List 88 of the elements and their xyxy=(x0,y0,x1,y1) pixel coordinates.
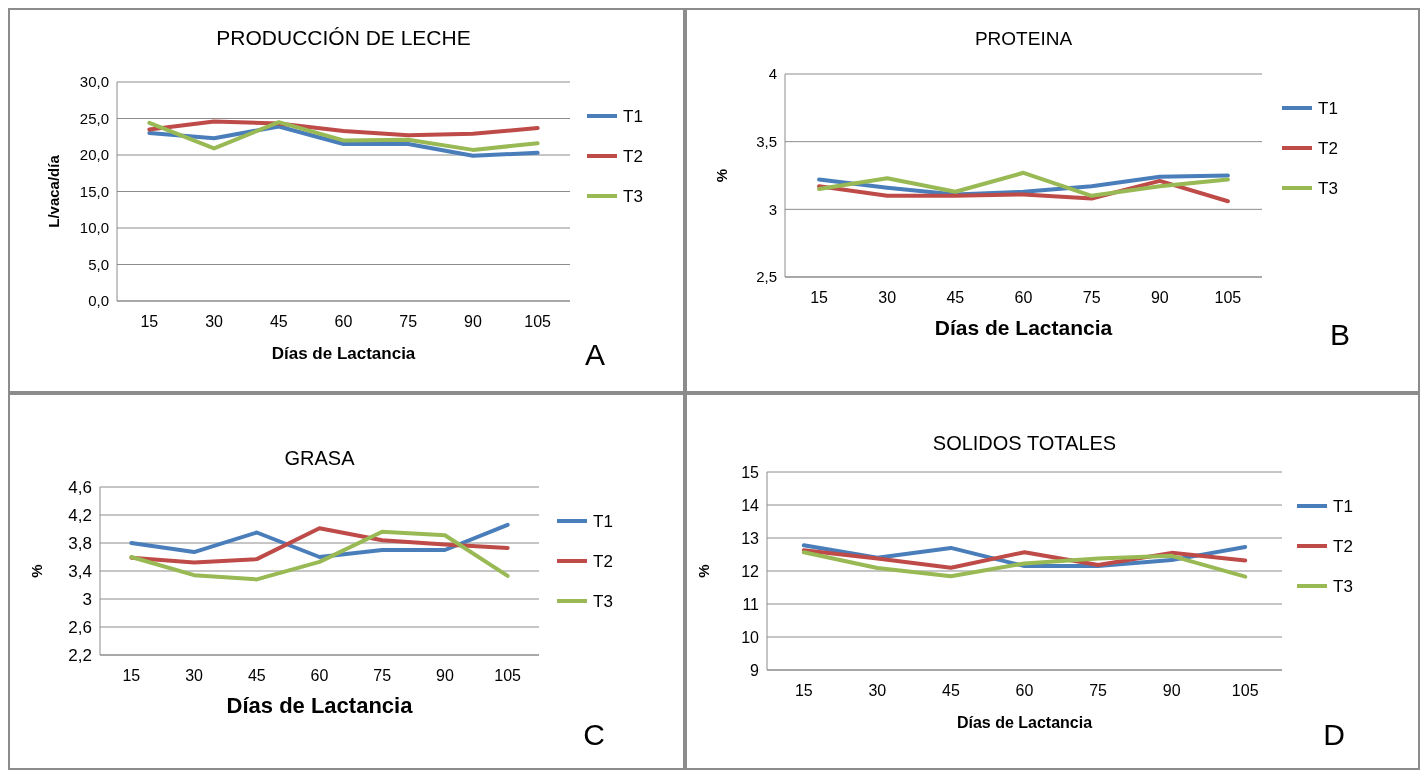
legend-label: T1 xyxy=(593,511,613,531)
x-tick-label: 105 xyxy=(494,667,522,684)
y-axis-title: L/vaca/día xyxy=(45,154,62,228)
y-tick-label: 3,8 xyxy=(68,533,92,553)
y-tick-label: 14 xyxy=(741,496,760,514)
y-tick-label: 30,0 xyxy=(79,73,109,91)
x-tick-label: 90 xyxy=(464,313,482,330)
x-axis-title: Días de Lactancia xyxy=(934,316,1113,339)
chart-title: PRODUCCIÓN DE LECHE xyxy=(216,26,471,49)
x-tick-label: 15 xyxy=(140,313,159,330)
legend-label: T2 xyxy=(1318,138,1338,158)
chart-title: GRASA xyxy=(284,447,356,469)
y-tick-label: 4 xyxy=(768,65,777,83)
legend-label: T2 xyxy=(1333,536,1353,556)
legend-label: T2 xyxy=(623,146,643,166)
x-tick-label: 60 xyxy=(1014,289,1033,306)
y-tick-label: 25,0 xyxy=(79,109,109,127)
x-tick-label: 30 xyxy=(185,667,204,684)
x-tick-label: 45 xyxy=(942,682,960,699)
line-series xyxy=(801,550,1248,579)
x-tick-label: 30 xyxy=(205,313,224,330)
x-tick-label: 45 xyxy=(269,313,288,330)
y-tick-label: 10 xyxy=(741,628,760,646)
text: A xyxy=(584,338,605,371)
legend-label: T2 xyxy=(593,551,613,571)
x-tick-label: 75 xyxy=(1082,289,1101,306)
line-series xyxy=(129,522,510,559)
x-tick-label: 60 xyxy=(1015,682,1034,699)
x-tick-label: 90 xyxy=(1162,682,1181,699)
x-tick-label: 30 xyxy=(878,289,897,306)
y-tick-label: 10,0 xyxy=(79,219,109,237)
legend-label: T3 xyxy=(1333,576,1353,596)
x-tick-label: 15 xyxy=(122,667,141,684)
x-tick-label: 45 xyxy=(247,667,266,684)
chart-title: PROTEINA xyxy=(974,28,1073,49)
legend-label: T3 xyxy=(593,591,613,611)
x-tick-label: 105 xyxy=(1214,289,1242,306)
y-tick-label: 0,0 xyxy=(88,292,109,310)
x-axis-title: Días de Lactancia xyxy=(956,714,1093,731)
x-tick-label: 30 xyxy=(868,682,887,699)
y-tick-label: 4,6 xyxy=(68,477,92,497)
line-series xyxy=(147,124,540,158)
x-tick-label: 60 xyxy=(310,667,329,684)
y-tick-label: 3,4 xyxy=(68,561,92,581)
y-tick-label: 2,5 xyxy=(756,268,777,286)
legend-label: T3 xyxy=(1318,178,1338,198)
line-series xyxy=(129,529,510,582)
x-tick-label: 75 xyxy=(1089,682,1108,699)
x-axis-title: Días de Lactancia xyxy=(226,693,414,718)
y-tick-label: 20,0 xyxy=(79,146,109,164)
x-tick-label: 105 xyxy=(524,313,552,330)
y-tick-label: 11 xyxy=(742,595,760,613)
y-tick-label: 3 xyxy=(768,200,777,218)
x-tick-label: 15 xyxy=(810,289,829,306)
line-series xyxy=(129,526,510,565)
x-tick-label: 75 xyxy=(373,667,392,684)
legend-label: T1 xyxy=(623,106,643,126)
text: C xyxy=(583,718,605,751)
y-tick-label: 4,2 xyxy=(68,505,92,525)
chart-title: SOLIDOS TOTALES xyxy=(932,432,1117,454)
y-tick-label: 15,0 xyxy=(79,182,109,200)
y-tick-label: 12 xyxy=(741,562,760,580)
y-tick-label: 2,6 xyxy=(68,617,92,637)
y-tick-label: 3,5 xyxy=(756,132,777,150)
y-axis-title: % xyxy=(695,564,712,578)
y-tick-label: 13 xyxy=(741,529,760,547)
text: B xyxy=(1329,318,1350,351)
x-tick-label: 15 xyxy=(794,682,813,699)
y-tick-label: 15 xyxy=(741,463,760,481)
x-tick-label: 90 xyxy=(1150,289,1169,306)
x-axis-title: Días de Lactancia xyxy=(271,344,416,363)
legend-label: T1 xyxy=(1318,98,1338,118)
x-tick-label: 45 xyxy=(946,289,965,306)
y-tick-label: 2,2 xyxy=(68,645,92,665)
x-tick-label: 75 xyxy=(399,313,418,330)
y-axis-title: % xyxy=(28,564,45,578)
legend-label: T3 xyxy=(623,186,643,206)
y-tick-label: 9 xyxy=(750,661,760,679)
x-tick-label: 90 xyxy=(436,667,454,684)
y-axis-title: % xyxy=(713,168,730,183)
x-tick-label: 60 xyxy=(334,313,353,330)
line-series xyxy=(147,119,540,138)
x-tick-label: 105 xyxy=(1231,682,1259,699)
y-tick-label: 3 xyxy=(82,589,92,609)
legend-label: T1 xyxy=(1333,496,1353,516)
text: D xyxy=(1323,718,1345,751)
line-series xyxy=(147,120,540,152)
y-tick-label: 5,0 xyxy=(88,255,109,273)
